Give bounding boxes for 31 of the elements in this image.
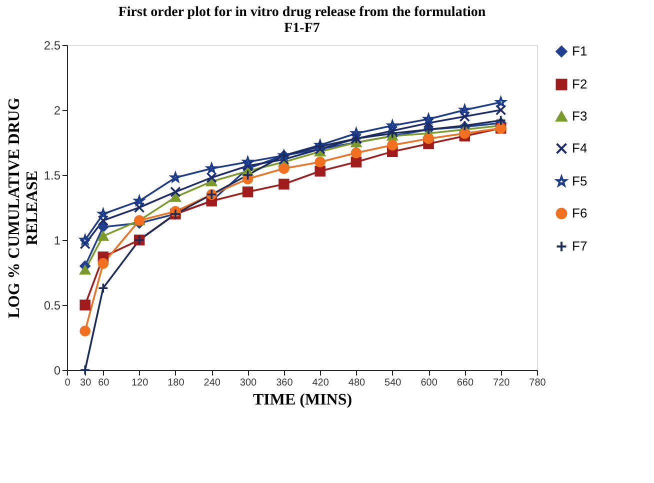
x-tick-label: 540 [384,378,402,388]
x-tick-label: 600 [420,378,438,388]
y-tick-label: 2.5 [44,38,61,52]
x-tick-label: 660 [456,378,474,388]
x-tick-label: 780 [529,378,546,388]
y-tick-label: 0.5 [44,298,61,312]
legend-label: F7 [572,238,588,254]
x-axis-title: TIME (MINS) [252,392,352,408]
legend-label: F6 [572,206,588,220]
legend-label: F5 [572,174,588,188]
x-tick-label: 240 [204,378,221,388]
y-tick-label: 2 [54,104,61,118]
legend-label: F3 [572,108,588,124]
x-tick-label: 60 [98,378,110,388]
legend-label: F4 [572,140,588,156]
x-tick-label: 120 [131,378,149,388]
y-axis-title: LOG % CUMULATIVE DRUG RELEASE [6,97,41,318]
legend-label: F2 [572,76,588,92]
x-tick-label: 180 [168,378,185,388]
x-tick-label: 720 [493,378,510,388]
x-tick-label: 480 [348,378,366,388]
x-tick-label: 0 [64,378,71,388]
y-tick-label: 1 [54,234,61,248]
legend-label: F1 [572,44,588,58]
y-tick-label: 0 [54,364,61,378]
x-tick-label: 300 [240,378,258,388]
chart-title: First order plot for in vitro drug release from the formulation F1-F7 [118,5,486,36]
y-tick-label: 1.5 [44,168,61,182]
x-tick-label: 360 [276,378,294,388]
x-tick-label: 420 [312,378,330,388]
x-tick-label: 30 [80,378,92,388]
